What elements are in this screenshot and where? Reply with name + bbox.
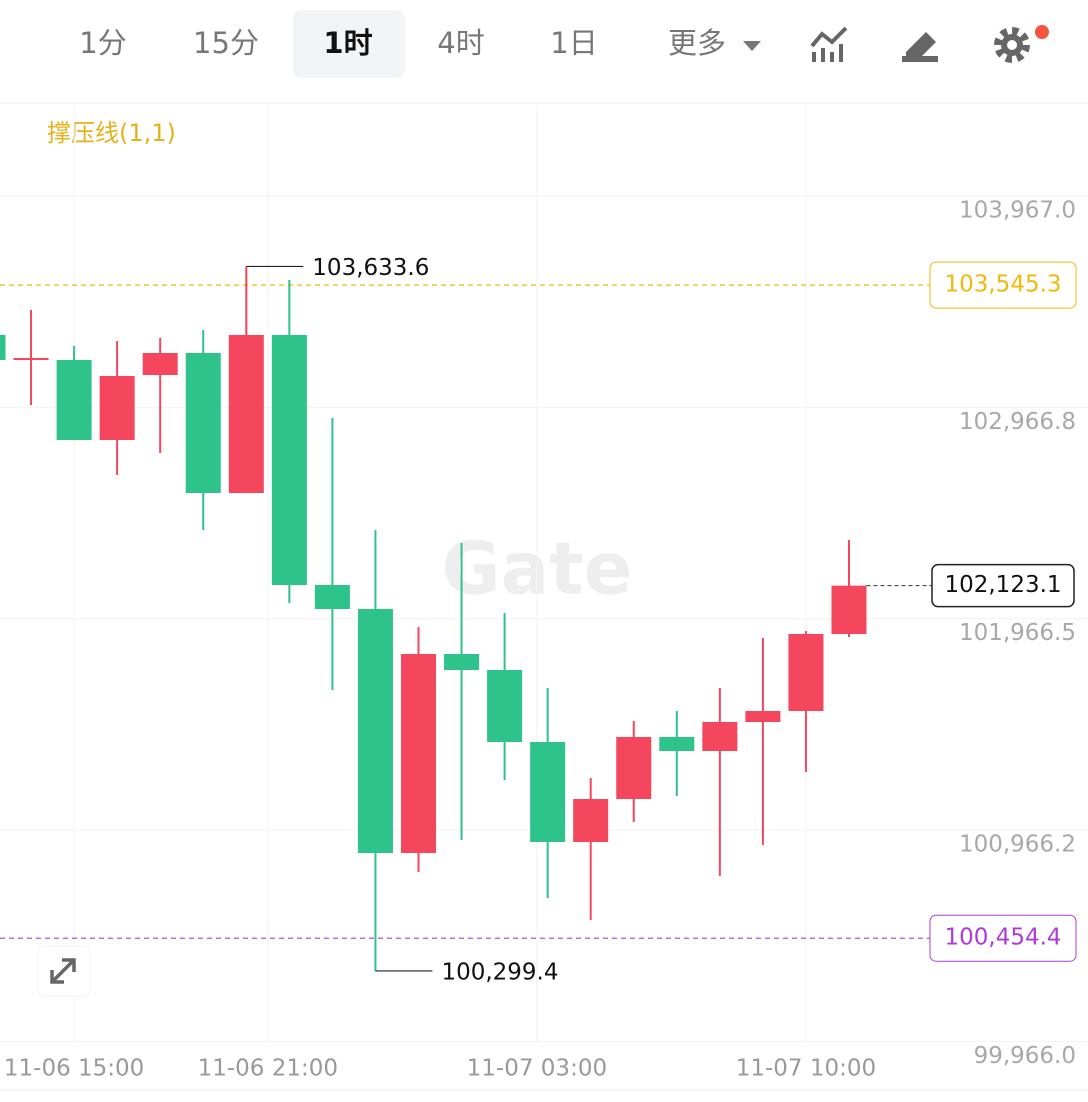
candle-body xyxy=(616,736,652,800)
candle-body xyxy=(530,741,566,843)
last-price-label: 102,123.1 xyxy=(944,572,1061,598)
candle-body xyxy=(271,334,307,586)
toolbar: 1分 15分 1时 4时 1日 更多 xyxy=(79,26,726,60)
candle-body xyxy=(788,634,824,712)
candle-body xyxy=(142,353,178,375)
candle-body xyxy=(56,359,92,441)
y-tick-label: 99,966.0 xyxy=(974,1043,1076,1069)
y-tick-label: 100,966.2 xyxy=(959,832,1076,858)
extreme-label: 100,299.4 xyxy=(441,959,558,985)
candle-body xyxy=(444,653,480,671)
tab[interactable]: 1分 xyxy=(79,26,126,60)
indicator-label: 撑压线(1,1) xyxy=(47,119,176,147)
dropdown-arrow[interactable] xyxy=(743,41,761,51)
candle-body xyxy=(0,334,6,360)
y-tick-label: 103,967.0 xyxy=(959,198,1076,224)
tab[interactable]: 1时 xyxy=(323,26,372,60)
candle-body xyxy=(745,711,781,722)
expand-icon[interactable] xyxy=(50,958,76,984)
draw-icon[interactable] xyxy=(902,32,938,62)
x-tick-label: 11-07 10:00 xyxy=(736,1056,876,1082)
x-tick-label: 11-06 21:00 xyxy=(198,1056,338,1082)
plot: 103,545.3 100,454.4 103,633.6 100,299.4 102,… xyxy=(0,255,1077,985)
candle-body xyxy=(357,609,393,853)
active-tab-bg xyxy=(293,10,405,78)
x-tick-label: 11-06 15:00 xyxy=(4,1056,144,1082)
tab[interactable]: 1日 xyxy=(550,26,597,60)
extreme-label: 103,633.6 xyxy=(312,255,429,281)
price-tag-label: 103,545.3 xyxy=(944,272,1061,298)
tab[interactable]: 更多 xyxy=(668,26,726,60)
candle-body xyxy=(487,670,523,742)
price-tag-label: 100,454.4 xyxy=(944,925,1061,951)
candle-body xyxy=(573,799,609,843)
candle-body xyxy=(99,376,135,441)
tab[interactable]: 4时 xyxy=(437,26,484,60)
y-tick-label: 102,966.8 xyxy=(959,409,1076,435)
candle-body xyxy=(185,353,221,494)
candle-body xyxy=(228,334,264,494)
price-tag xyxy=(929,261,1077,309)
indicator-icon[interactable] xyxy=(810,26,848,62)
x-tick-label: 11-07 03:00 xyxy=(467,1056,607,1082)
grid: 103,967.0 102,966.8 101,966.5 100,966.2 99,9… xyxy=(0,105,1088,1082)
tab[interactable]: 15分 xyxy=(193,26,259,60)
price-tag xyxy=(929,914,1077,962)
candle-body xyxy=(401,653,436,853)
candle-body xyxy=(831,585,867,635)
candle-body xyxy=(659,736,695,752)
candle-body xyxy=(13,358,49,360)
candle-body xyxy=(314,585,350,610)
last-price-tag xyxy=(931,563,1075,608)
candle-body xyxy=(702,721,738,752)
settings-icon[interactable] xyxy=(994,25,1049,63)
y-tick-label: 101,966.5 xyxy=(959,620,1076,646)
